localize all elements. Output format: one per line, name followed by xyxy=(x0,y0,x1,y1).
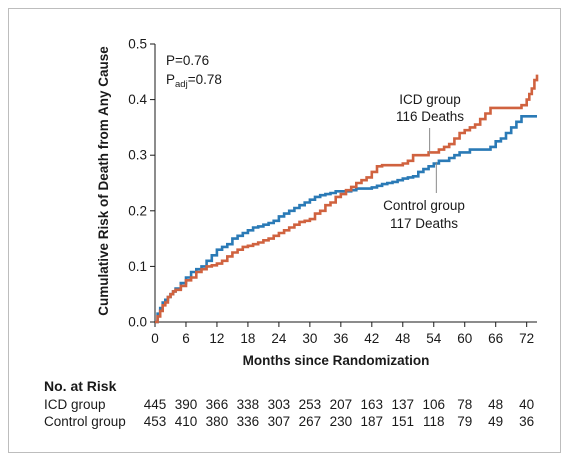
at-risk-value: 78 xyxy=(457,397,472,412)
figure-frame xyxy=(8,8,561,453)
at-risk-row-label: ICD group xyxy=(44,397,106,412)
at-risk-value: 445 xyxy=(144,397,167,412)
x-tick-label: 30 xyxy=(302,331,317,346)
y-axis-label: Cumulative Risk of Death from Any Cause xyxy=(96,46,111,316)
x-tick-label: 36 xyxy=(333,331,348,346)
icd-annotation: ICD group 116 Deaths xyxy=(396,92,464,154)
control-survival-curve xyxy=(155,115,537,324)
series-layer xyxy=(155,74,539,324)
x-tick-label: 60 xyxy=(457,331,472,346)
icd-survival-curve xyxy=(155,74,539,324)
x-ticks: 0 6 12 18 24 30 36 42 48 54 60 66 72 xyxy=(151,322,534,346)
y-tick-label: 0.3 xyxy=(128,148,147,163)
y-ticks: 0.0 0.1 0.2 0.3 0.4 0.5 xyxy=(128,37,155,330)
at-risk-value: 336 xyxy=(237,414,260,429)
at-risk-value: 187 xyxy=(361,414,384,429)
x-tick-label: 12 xyxy=(209,331,224,346)
x-tick-label: 6 xyxy=(182,331,190,346)
at-risk-value: 137 xyxy=(392,397,415,412)
axes: 0.0 0.1 0.2 0.3 0.4 0.5 0 6 12 18 24 30 36 42 48 54 60 6… xyxy=(128,37,537,346)
p-value-annotation: P=0.76 Padj=0.78 xyxy=(166,53,222,90)
p-value-text: =0.76 xyxy=(175,53,209,68)
y-tick-label: 0.4 xyxy=(128,92,147,107)
at-risk-value: 163 xyxy=(361,397,384,412)
control-deaths-label: 117 Deaths xyxy=(390,216,458,231)
at-risk-value: 151 xyxy=(392,414,415,429)
x-tick-label: 48 xyxy=(395,331,410,346)
at-risk-rows: ICD group 445 390 366 338 303 253 207 163 137 106 7… xyxy=(44,397,534,429)
x-tick-label: 18 xyxy=(240,331,255,346)
at-risk-value: 106 xyxy=(422,397,445,412)
at-risk-value: 267 xyxy=(299,414,322,429)
p-value: P=0.76 xyxy=(166,53,209,68)
p-label: P xyxy=(166,53,175,68)
at-risk-value: 207 xyxy=(330,397,353,412)
padj-value-text: =0.78 xyxy=(188,72,222,87)
at-risk-value: 390 xyxy=(175,397,198,412)
at-risk-title: No. at Risk xyxy=(44,378,117,394)
at-risk-value: 307 xyxy=(268,414,291,429)
at-risk-value: 49 xyxy=(488,414,503,429)
at-risk-value: 230 xyxy=(330,414,353,429)
at-risk-row-label: Control group xyxy=(44,414,126,429)
x-tick-label: 24 xyxy=(271,331,287,346)
at-risk-value: 453 xyxy=(144,414,167,429)
at-risk-value: 253 xyxy=(299,397,322,412)
at-risk-table: No. at Risk ICD group 445 390 366 338 303 253 2… xyxy=(44,378,534,429)
padj-label: P xyxy=(166,72,175,87)
at-risk-value: 366 xyxy=(206,397,229,412)
x-tick-label: 72 xyxy=(519,331,534,346)
x-axis-label: Months since Randomization xyxy=(243,353,430,368)
x-tick-label: 42 xyxy=(364,331,379,346)
at-risk-value: 380 xyxy=(206,414,229,429)
y-tick-label: 0.2 xyxy=(128,203,147,218)
at-risk-value: 338 xyxy=(237,397,260,412)
at-risk-value: 79 xyxy=(457,414,472,429)
at-risk-value: 118 xyxy=(423,414,445,429)
y-tick-label: 0.1 xyxy=(128,259,147,274)
at-risk-value: 36 xyxy=(519,414,534,429)
at-risk-value: 48 xyxy=(488,397,503,412)
control-series-label: Control group xyxy=(383,198,465,213)
at-risk-value: 410 xyxy=(175,414,198,429)
icd-series-label: ICD group xyxy=(399,92,461,107)
x-tick-label: 0 xyxy=(151,331,159,346)
at-risk-value: 40 xyxy=(519,397,534,412)
control-annotation: Control group 117 Deaths xyxy=(383,161,465,231)
p-adjusted: Padj=0.78 xyxy=(166,72,222,90)
x-tick-label: 54 xyxy=(426,331,442,346)
y-tick-label: 0.0 xyxy=(128,315,147,330)
x-tick-label: 66 xyxy=(488,331,503,346)
y-tick-label: 0.5 xyxy=(128,37,147,52)
icd-deaths-label: 116 Deaths xyxy=(396,109,464,124)
at-risk-value: 303 xyxy=(268,397,291,412)
padj-subscript: adj xyxy=(175,79,188,90)
